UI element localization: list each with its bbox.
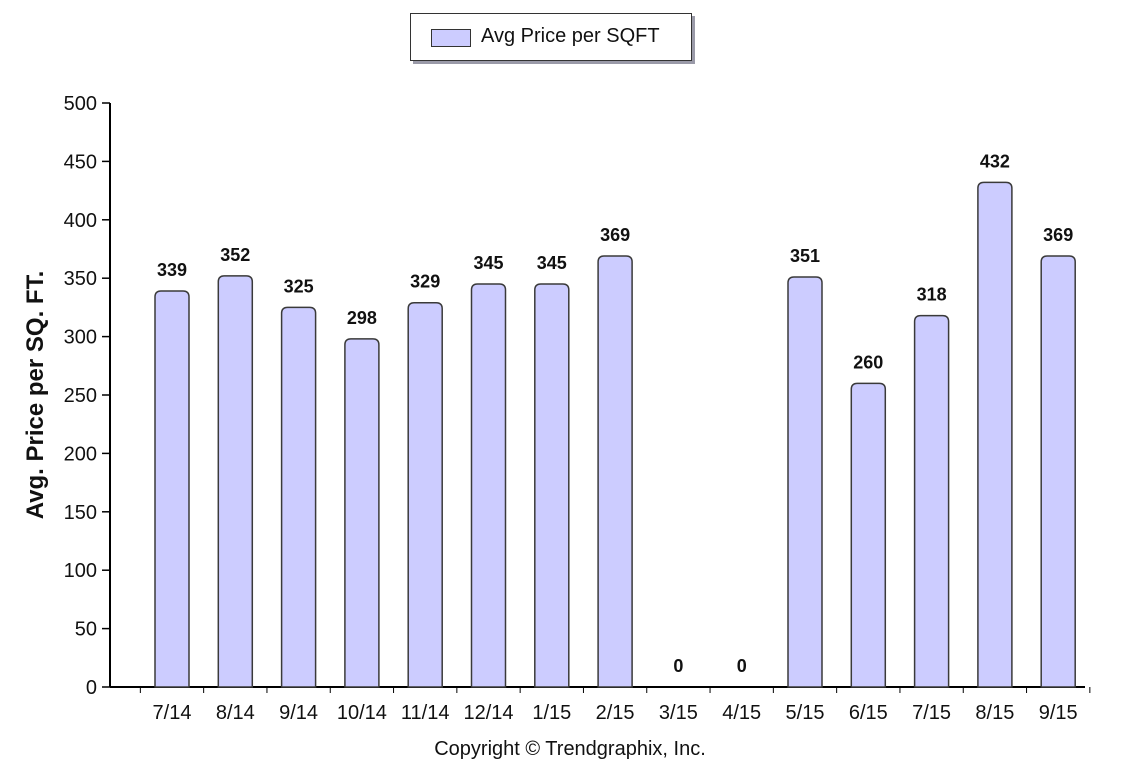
y-tick-label: 400 [64, 210, 97, 232]
y-tick-label: 350 [64, 268, 97, 290]
x-tick-label: 9/15 [1039, 702, 1078, 724]
y-tick-label: 450 [64, 151, 97, 173]
bar-value-label: 329 [410, 272, 440, 292]
x-tick-label: 3/15 [659, 702, 698, 724]
bar-value-label: 345 [537, 253, 567, 273]
x-tick-label: 1/15 [532, 702, 571, 724]
x-tick-label: 4/15 [722, 702, 761, 724]
legend-swatch [431, 29, 471, 47]
y-tick-label: 50 [75, 619, 97, 641]
x-tick-label: 8/14 [216, 702, 255, 724]
bar [344, 338, 380, 688]
x-tick-label: 10/14 [337, 702, 387, 724]
bar-value-label: 432 [980, 151, 1010, 171]
y-tick-label: 200 [64, 443, 97, 465]
bar [217, 275, 254, 688]
bar-value-label: 352 [220, 245, 250, 265]
y-tick-label: 0 [86, 677, 97, 699]
bar-value-label: 0 [737, 656, 747, 676]
x-tick-label: 5/15 [786, 702, 825, 724]
y-tick-label: 150 [64, 502, 97, 524]
x-tick-label: 2/15 [596, 702, 635, 724]
bar [407, 301, 443, 688]
bar [534, 283, 570, 688]
x-tick-label: 9/14 [279, 702, 318, 724]
bar [597, 255, 633, 688]
bar [850, 382, 887, 688]
bar [787, 276, 823, 688]
bar [470, 283, 507, 688]
bar-value-label: 351 [790, 246, 820, 266]
bar-value-label: 298 [347, 308, 377, 328]
bar-value-label: 345 [473, 253, 503, 273]
bar-value-label: 325 [284, 276, 314, 296]
bar-value-label: 369 [1043, 225, 1073, 245]
bar [913, 314, 950, 688]
bar-value-label: 0 [673, 656, 683, 676]
x-tick-label: 7/14 [153, 702, 192, 724]
bar-value-label: 339 [157, 260, 187, 280]
x-tick-label: 12/14 [463, 702, 513, 724]
bar-value-label: 260 [853, 352, 883, 372]
y-tick-label: 300 [64, 327, 97, 349]
bar [1040, 255, 1076, 688]
copyright-footer: Copyright © Trendgraphix, Inc. [434, 738, 706, 760]
y-tick-label: 500 [64, 93, 97, 115]
chart-legend: Avg Price per SQFT [410, 13, 692, 61]
bar [154, 290, 190, 688]
x-tick-label: 11/14 [401, 702, 450, 724]
bar-value-label: 369 [600, 225, 630, 245]
legend-label: Avg Price per SQFT [481, 25, 660, 47]
x-tick-label: 7/15 [912, 702, 951, 724]
y-tick-label: 250 [64, 385, 97, 407]
bar [977, 181, 1013, 688]
x-tick-label: 6/15 [849, 702, 888, 724]
x-tick-label: 8/15 [975, 702, 1014, 724]
y-tick-label: 100 [64, 560, 97, 582]
bar-value-label: 318 [917, 285, 947, 305]
bar [280, 306, 317, 688]
